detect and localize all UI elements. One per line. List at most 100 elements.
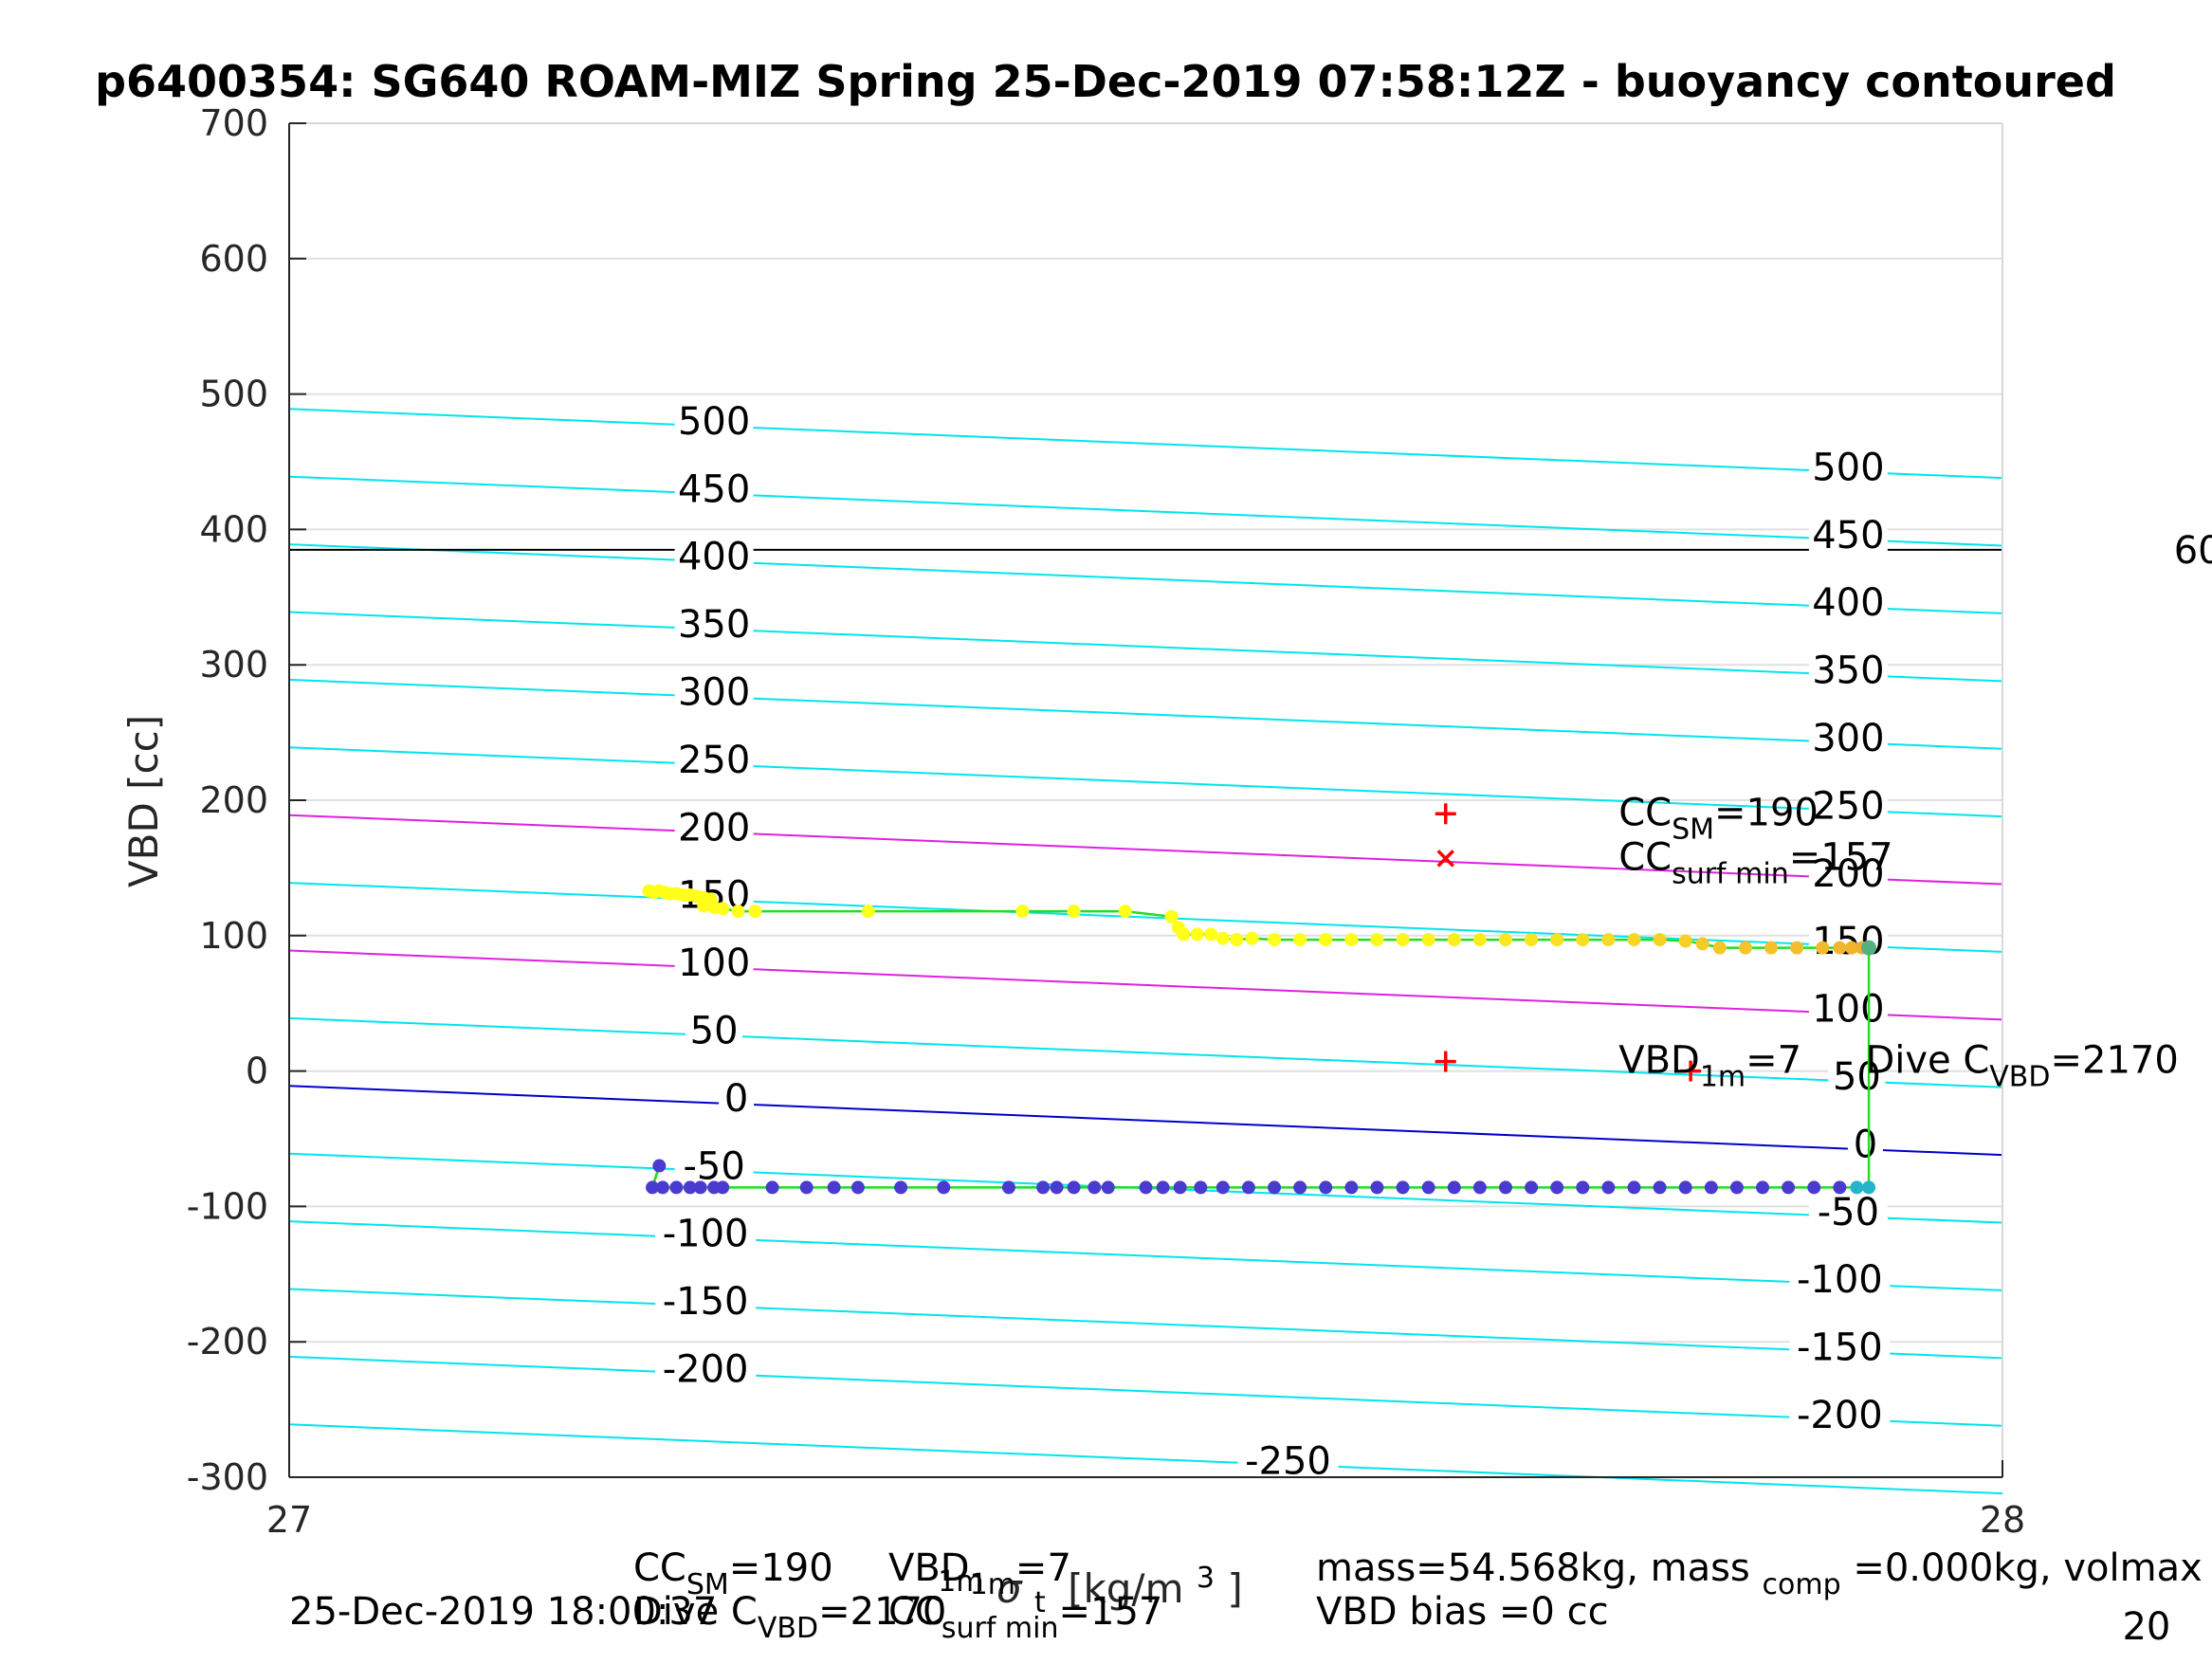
y-tick-label: 0 [246, 1051, 268, 1092]
contour-label-bg [655, 1214, 757, 1253]
contour-label-bg [1808, 650, 1888, 689]
y-tick-label: -100 [187, 1185, 268, 1227]
climb-point [1245, 931, 1259, 945]
contour-line [288, 1355, 2003, 1427]
contour-line [288, 611, 2003, 683]
contour-line [288, 882, 2003, 953]
contour-label-bg [1808, 1192, 1888, 1231]
contour-label: 350 [678, 603, 750, 647]
y-tick-label: -300 [187, 1456, 268, 1498]
climb-point [697, 899, 711, 913]
climb-point [1525, 933, 1539, 947]
x-tick-label: 27 [266, 1499, 312, 1541]
footer-mass-b: =0.000kg, volmax [1853, 1546, 2202, 1590]
climb-point [1816, 941, 1830, 955]
climb-point [1230, 933, 1244, 947]
dive-point [1050, 1180, 1064, 1195]
dive-point [652, 1159, 667, 1173]
climb-point [1576, 933, 1590, 947]
dive-point [1704, 1180, 1718, 1195]
footer-vbd-1m: VBD1m=7 [888, 1546, 1071, 1601]
dive-point [693, 1180, 707, 1195]
footer-date: 25-Dec-2019 18:00:37 [289, 1590, 717, 1634]
footer-mass-a: mass=54.568kg, mass [1316, 1546, 1750, 1590]
contour-label: 350 [1812, 649, 1884, 693]
footer-mass: mass=54.568kg, mass comp =0.000kg, volma… [1316, 1546, 2203, 1603]
contour-label: 500 [1812, 446, 1884, 489]
climb-point [1764, 941, 1779, 955]
dive-point [1216, 1180, 1230, 1195]
contour-label: 450 [1812, 514, 1884, 558]
cutoff-label: 60 [2174, 529, 2212, 573]
contour-label-bg [1847, 1125, 1883, 1163]
dive-point [1139, 1180, 1153, 1195]
dive-point [1067, 1180, 1081, 1195]
dive-point [1472, 1180, 1487, 1195]
dive-point [799, 1180, 814, 1195]
contour-label-bg [719, 1078, 755, 1117]
dive-point [1601, 1180, 1616, 1195]
climb-point [1844, 941, 1858, 955]
contour-label: 0 [1854, 1123, 1877, 1166]
contour-label: -200 [663, 1347, 749, 1391]
contour-label-bg [1808, 583, 1888, 622]
dive-point [1156, 1180, 1170, 1195]
dive-point [1850, 1180, 1864, 1195]
contour-label: 500 [678, 400, 750, 444]
annotation-label: VBD1m=7 [1618, 1039, 1801, 1094]
climb-point [1712, 941, 1727, 955]
climb-point [1216, 931, 1230, 945]
contour-label-bg [655, 1282, 757, 1321]
dive-point [1447, 1180, 1461, 1195]
contour-label: 250 [1812, 784, 1884, 828]
contour-line [288, 678, 2003, 750]
annotation-label: Dive CVBD=2170 [1865, 1039, 2178, 1094]
dive-point [1653, 1180, 1667, 1195]
climb-point [1790, 941, 1804, 955]
dive-point [1396, 1180, 1410, 1195]
dive-point [1088, 1180, 1102, 1195]
contour-label: 100 [678, 942, 750, 985]
dive-point [1001, 1180, 1015, 1195]
contour-line [288, 475, 2003, 547]
dive-point [1627, 1180, 1641, 1195]
contour-label: 200 [678, 806, 750, 850]
dive-point [1241, 1180, 1255, 1195]
climb-point [1833, 941, 1847, 955]
contour-label: 0 [724, 1077, 748, 1121]
contour-label: -50 [1818, 1191, 1879, 1234]
dive-point [1756, 1180, 1770, 1195]
contour-label-bg [1808, 515, 1888, 554]
contour-label: 400 [678, 536, 750, 579]
climb-point [1015, 905, 1030, 919]
contour-label-bg [686, 1011, 743, 1050]
contour-label-bg [674, 672, 754, 711]
dive-point [1319, 1180, 1333, 1195]
dive-point [646, 1180, 660, 1195]
climb-point [1421, 933, 1435, 947]
contour-label-bg [1808, 853, 1888, 892]
climb-point [748, 905, 762, 919]
dive-point [1862, 1180, 1876, 1195]
climb-point [1319, 933, 1333, 947]
contour-label: 300 [1812, 717, 1884, 760]
contour-line [288, 408, 2003, 480]
markers [1435, 803, 1702, 1082]
contour-line [288, 1220, 2003, 1291]
x-marker-b [1436, 850, 1454, 868]
climb-point [1678, 934, 1692, 948]
climb-point [1695, 937, 1709, 951]
x-axis-label-unit: [kg/m [1068, 1565, 1183, 1612]
contour-label-bg [1789, 1396, 1891, 1435]
contour-label: 450 [678, 467, 750, 511]
x-axis-label: 1m σ t [kg/m 3 ] [938, 1550, 1242, 1621]
contour-label-bg [674, 401, 754, 440]
climb-point [716, 902, 730, 916]
climb-point [1177, 927, 1191, 942]
dive-point [1194, 1180, 1208, 1195]
dive-point [716, 1180, 730, 1195]
contour-label: 200 [1812, 852, 1884, 896]
dive-point [1807, 1180, 1821, 1195]
